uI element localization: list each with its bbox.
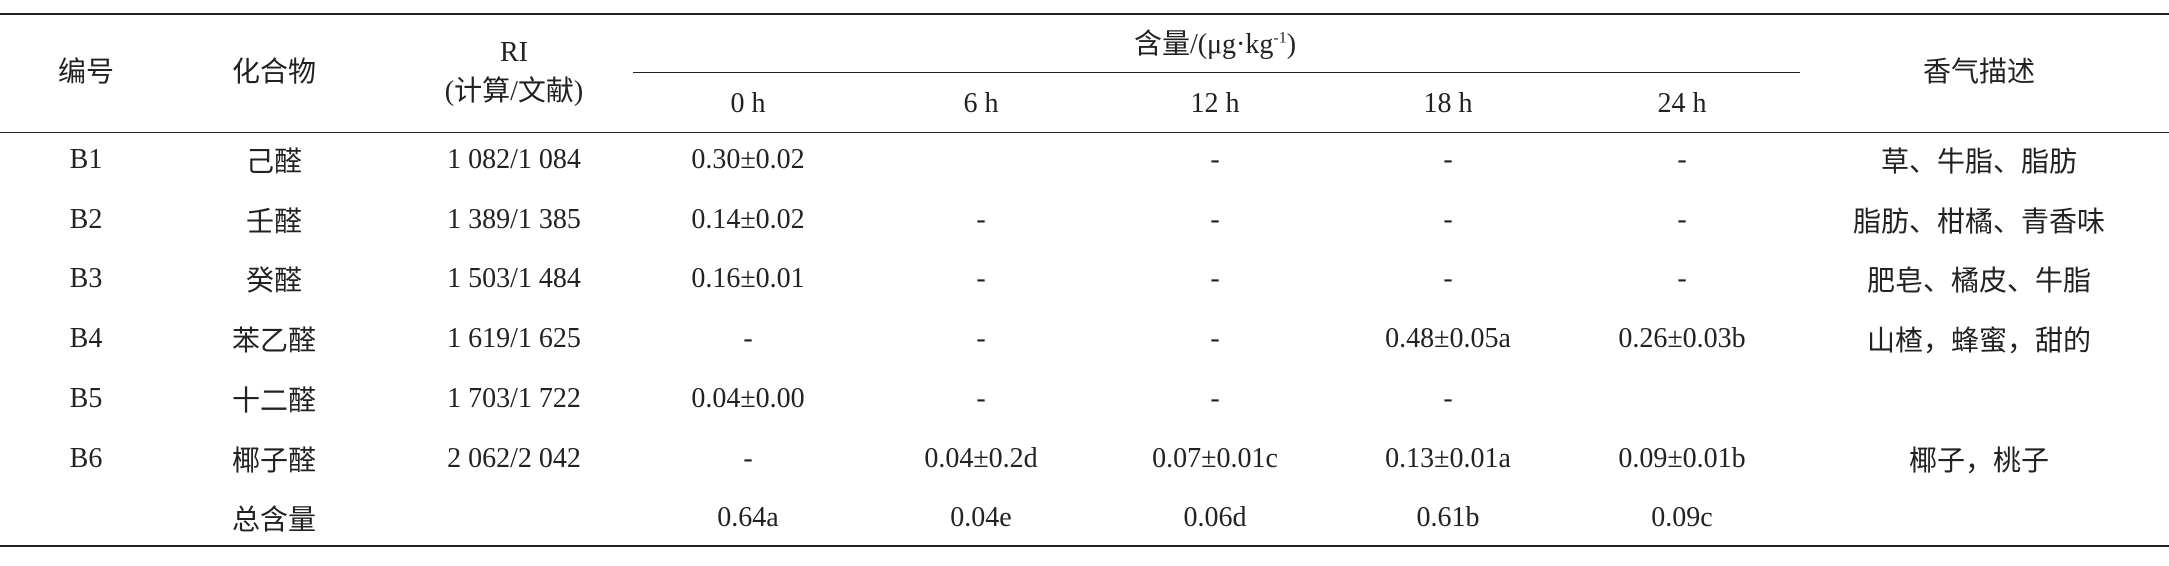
header-content: 含量/(μg·kg-1) xyxy=(1134,22,1296,62)
table-cell: 1 703/1 722 xyxy=(447,383,581,414)
table-cell: - xyxy=(976,383,986,414)
header-time: 24 h xyxy=(1657,88,1707,119)
table-cell: B6 xyxy=(69,443,103,474)
table-cell: 椰子醛 xyxy=(231,446,317,477)
content-rule xyxy=(633,72,1800,73)
table-cell: 总含量 xyxy=(231,505,317,536)
table-cell: 脂肪、柑橘、青香味 xyxy=(1852,207,2106,238)
header-id: 编号 xyxy=(57,57,115,88)
table-cell: 0.30±0.02 xyxy=(691,144,805,175)
content-close: ) xyxy=(1286,29,1297,60)
table-cell: 1 619/1 625 xyxy=(447,323,581,354)
table-cell: 1 389/1 385 xyxy=(447,204,581,235)
table-cell: 0.07±0.01c xyxy=(1152,443,1278,474)
header-time: 0 h xyxy=(730,88,766,119)
table-cell: 癸醛 xyxy=(245,266,303,297)
table-cell: 0.61b xyxy=(1416,502,1480,533)
table-cell: 1 503/1 484 xyxy=(447,263,581,294)
table-cell: - xyxy=(976,263,986,294)
table-cell: 0.09c xyxy=(1651,502,1713,533)
header-compound: 化合物 xyxy=(231,57,317,88)
table-cell: 0.13±0.01a xyxy=(1385,443,1511,474)
header-rule xyxy=(0,132,2169,133)
table-cell: 0.48±0.05a xyxy=(1385,323,1511,354)
table-cell: - xyxy=(1443,204,1453,235)
table-cell: 0.26±0.03b xyxy=(1618,323,1746,354)
table-cell: - xyxy=(1210,204,1220,235)
table-cell: - xyxy=(1210,144,1220,175)
table-cell: 苯乙醛 xyxy=(231,326,317,357)
content-label: 含量/(μg·kg xyxy=(1133,29,1274,60)
header-aroma: 香气描述 xyxy=(1922,57,2036,88)
table-cell: B3 xyxy=(69,263,103,294)
table-cell: 0.09±0.01b xyxy=(1618,443,1746,474)
table-cell: 草、牛脂、脂肪 xyxy=(1880,147,2078,178)
table-cell: 椰子，桃子 xyxy=(1908,446,2050,477)
table-cell: 0.04±0.2d xyxy=(924,443,1038,474)
table-cell: - xyxy=(976,323,986,354)
table-cell: - xyxy=(1677,204,1687,235)
content-sup: -1 xyxy=(1273,29,1287,47)
table-cell: - xyxy=(1443,263,1453,294)
table-cell: - xyxy=(1443,383,1453,414)
table-cell: - xyxy=(976,204,986,235)
top-rule xyxy=(0,13,2169,15)
bottom-rule xyxy=(0,545,2169,547)
table-cell: - xyxy=(1210,323,1220,354)
table-cell: - xyxy=(743,443,753,474)
table-cell: B5 xyxy=(69,383,103,414)
table-cell: - xyxy=(1210,383,1220,414)
table-cell: 2 062/2 042 xyxy=(447,443,581,474)
header-ri-note: (计算/文献) xyxy=(444,76,584,107)
table-cell: 肥皂、橘皮、牛脂 xyxy=(1866,266,2092,297)
table-cell: B4 xyxy=(69,323,103,354)
table-cell: - xyxy=(1210,263,1220,294)
table-cell: 0.06d xyxy=(1183,502,1247,533)
table-cell: - xyxy=(1677,263,1687,294)
table-cell: 0.04e xyxy=(950,502,1012,533)
table-cell: 山楂，蜂蜜，甜的 xyxy=(1866,326,2092,357)
table-cell: B1 xyxy=(69,144,103,175)
table-cell: 十二醛 xyxy=(231,386,317,417)
header-time: 6 h xyxy=(963,88,999,119)
table-cell: 0.64a xyxy=(717,502,779,533)
table-cell: - xyxy=(743,323,753,354)
table-cell: 1 082/1 084 xyxy=(447,144,581,175)
table-cell: 0.04±0.00 xyxy=(691,383,805,414)
table-cell: 0.16±0.01 xyxy=(691,263,805,294)
table-cell: B2 xyxy=(69,204,103,235)
header-time: 18 h xyxy=(1423,88,1473,119)
table-cell: - xyxy=(1677,144,1687,175)
table-cell: - xyxy=(1443,144,1453,175)
header-ri: RI xyxy=(500,37,528,68)
header-time: 12 h xyxy=(1190,88,1240,119)
table-cell: 己醛 xyxy=(245,147,303,178)
table-cell: 壬醛 xyxy=(245,207,303,238)
table-cell: 0.14±0.02 xyxy=(691,204,805,235)
